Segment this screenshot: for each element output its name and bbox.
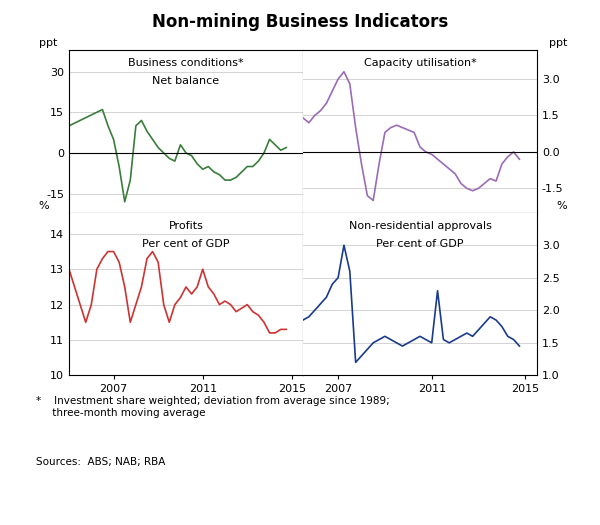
Text: %: % <box>38 201 49 211</box>
Text: Per cent of GDP: Per cent of GDP <box>376 239 464 249</box>
Text: *    Investment share weighted; deviation from average since 1989;
     three-mo: * Investment share weighted; deviation f… <box>36 396 390 418</box>
Text: Profits: Profits <box>169 221 203 231</box>
Text: Net balance: Net balance <box>152 76 220 86</box>
Text: ppt: ppt <box>38 38 57 48</box>
Text: Per cent of GDP: Per cent of GDP <box>142 239 230 249</box>
Text: Sources:  ABS; NAB; RBA: Sources: ABS; NAB; RBA <box>36 457 166 467</box>
Text: Non-residential approvals: Non-residential approvals <box>349 221 491 231</box>
Text: ppt: ppt <box>549 38 568 48</box>
Text: Business conditions*: Business conditions* <box>128 58 244 68</box>
Text: Capacity utilisation*: Capacity utilisation* <box>364 58 476 68</box>
Text: Non-mining Business Indicators: Non-mining Business Indicators <box>152 13 448 31</box>
Text: %: % <box>557 201 568 211</box>
